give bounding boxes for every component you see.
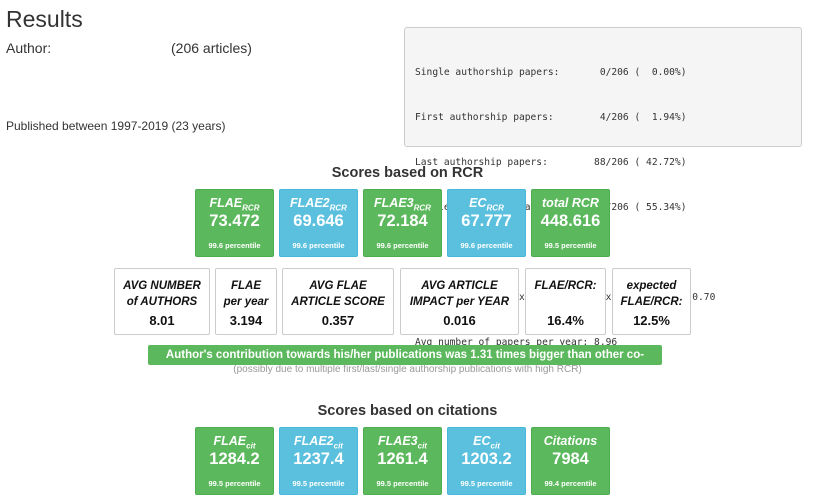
stat-first-authorship: First authorship papers: 4/206 ( 1.94%) bbox=[415, 112, 687, 123]
tile-value: 72.184 bbox=[377, 212, 428, 230]
article-count: (206 articles) bbox=[171, 40, 252, 56]
metric-flae-per-year: FLAE per year 3.194 bbox=[215, 268, 277, 335]
authorship-stats-box: Single authorship papers: 0/206 ( 0.00%)… bbox=[404, 27, 802, 348]
tile-percentile: 99.4 percentile bbox=[544, 479, 597, 488]
tile-label: total RCR bbox=[542, 196, 599, 210]
tile-value: 73.472 bbox=[209, 212, 260, 230]
tile-label: ECRCR bbox=[469, 196, 504, 213]
tile-percentile: 99.5 percentile bbox=[460, 479, 513, 488]
tile-value: 7984 bbox=[552, 450, 589, 468]
tile-value: 1203.2 bbox=[461, 450, 512, 468]
score-tile-flae2-cit: FLAE2cit 1237.4 99.5 percentile bbox=[279, 427, 358, 495]
metric-label: AVG ARTICLE IMPACT per YEAR bbox=[409, 280, 510, 308]
tile-value: 448.616 bbox=[540, 212, 601, 230]
metric-label: AVG NUMBER of AUTHORS bbox=[123, 280, 201, 308]
score-tile-flae-rcr: FLAERCR 73.472 99.6 percentile bbox=[195, 189, 274, 257]
metric-label: FLAE/RCR: bbox=[534, 280, 597, 292]
score-tile-flae3-cit: FLAE3cit 1261.4 99.5 percentile bbox=[363, 427, 442, 495]
score-tile-citations: Citations 7984 99.4 percentile bbox=[531, 427, 610, 495]
citations-section-title: Scores based on citations bbox=[317, 403, 498, 419]
metric-value: 12.5% bbox=[633, 313, 670, 328]
tile-percentile: 99.5 percentile bbox=[544, 241, 597, 250]
metric-label: AVG FLAE ARTICLE SCORE bbox=[291, 280, 385, 308]
tile-label: FLAE3RCR bbox=[374, 196, 431, 213]
metric-flae-rcr: FLAE/RCR: 16.4% bbox=[525, 268, 606, 335]
tile-label: ECcit bbox=[473, 434, 500, 451]
score-tile-flae2-rcr: FLAE2RCR 69.646 99.6 percentile bbox=[279, 189, 358, 257]
tile-label: FLAERCR bbox=[209, 196, 260, 213]
stat-avg-papers: Avg number of papers per year: 8.96 bbox=[415, 337, 618, 348]
tile-value: 69.646 bbox=[293, 212, 344, 230]
tile-label: FLAE2RCR bbox=[290, 196, 347, 213]
metric-value: 3.194 bbox=[229, 313, 263, 328]
published-range: Published between 1997-2019 (23 years) bbox=[6, 119, 226, 133]
metric-label: FLAE per year bbox=[223, 280, 269, 308]
tile-label: Citations bbox=[543, 434, 598, 448]
tile-percentile: 99.5 percentile bbox=[292, 479, 345, 488]
tile-value: 1237.4 bbox=[293, 450, 344, 468]
tile-value: 1284.2 bbox=[209, 450, 260, 468]
metric-avg-article-impact-per-year: AVG ARTICLE IMPACT per YEAR 0.016 bbox=[400, 268, 519, 335]
tile-label: FLAE3cit bbox=[378, 434, 427, 451]
tile-percentile: 99.5 percentile bbox=[376, 479, 429, 488]
metric-expected-flae-rcr: expected FLAE/RCR: 12.5% bbox=[612, 268, 691, 335]
rcr-section-title: Scores based on RCR bbox=[331, 165, 484, 181]
tile-label: FLAEcit bbox=[213, 434, 256, 451]
tile-label: FLAE2cit bbox=[294, 434, 343, 451]
score-tile-flae-cit: FLAEcit 1284.2 99.5 percentile bbox=[195, 427, 274, 495]
tile-percentile: 99.5 percentile bbox=[208, 479, 261, 488]
tile-percentile: 99.6 percentile bbox=[376, 241, 429, 250]
tile-percentile: 99.6 percentile bbox=[460, 241, 513, 250]
metric-value: 8.01 bbox=[149, 313, 175, 328]
contribution-banner: Author's contribution towards his/her pu… bbox=[148, 345, 662, 381]
tile-percentile: 99.6 percentile bbox=[208, 241, 261, 250]
metric-label: expected FLAE/RCR: bbox=[620, 280, 683, 308]
metric-value: 0.016 bbox=[443, 313, 476, 328]
page-title: Results bbox=[6, 6, 83, 32]
contribution-note: (possibly due to multiple first/last/sin… bbox=[233, 364, 582, 375]
stat-single-authorship: Single authorship papers: 0/206 ( 0.00%) bbox=[415, 67, 687, 78]
metric-avg-flae-article-score: AVG FLAE ARTICLE SCORE 0.357 bbox=[282, 268, 394, 335]
score-tile-ec-rcr: ECRCR 67.777 99.6 percentile bbox=[447, 189, 526, 257]
score-tile-flae3-rcr: FLAE3RCR 72.184 99.6 percentile bbox=[363, 189, 442, 257]
tile-value: 67.777 bbox=[461, 212, 512, 230]
tile-percentile: 99.6 percentile bbox=[292, 241, 345, 250]
metric-value: 0.357 bbox=[321, 313, 355, 328]
metric-avg-number-of-authors: AVG NUMBER of AUTHORS 8.01 bbox=[114, 268, 210, 335]
score-tile-total-rcr: total RCR 448.616 99.5 percentile bbox=[531, 189, 610, 257]
metric-value: 16.4% bbox=[547, 313, 584, 328]
tile-value: 1261.4 bbox=[377, 450, 428, 468]
score-tile-ec-cit: ECcit 1203.2 99.5 percentile bbox=[447, 427, 526, 495]
stat-last-authorship: Last authorship papers: 88/206 ( 42.72%) bbox=[415, 157, 687, 168]
author-label: Author: bbox=[6, 40, 52, 56]
